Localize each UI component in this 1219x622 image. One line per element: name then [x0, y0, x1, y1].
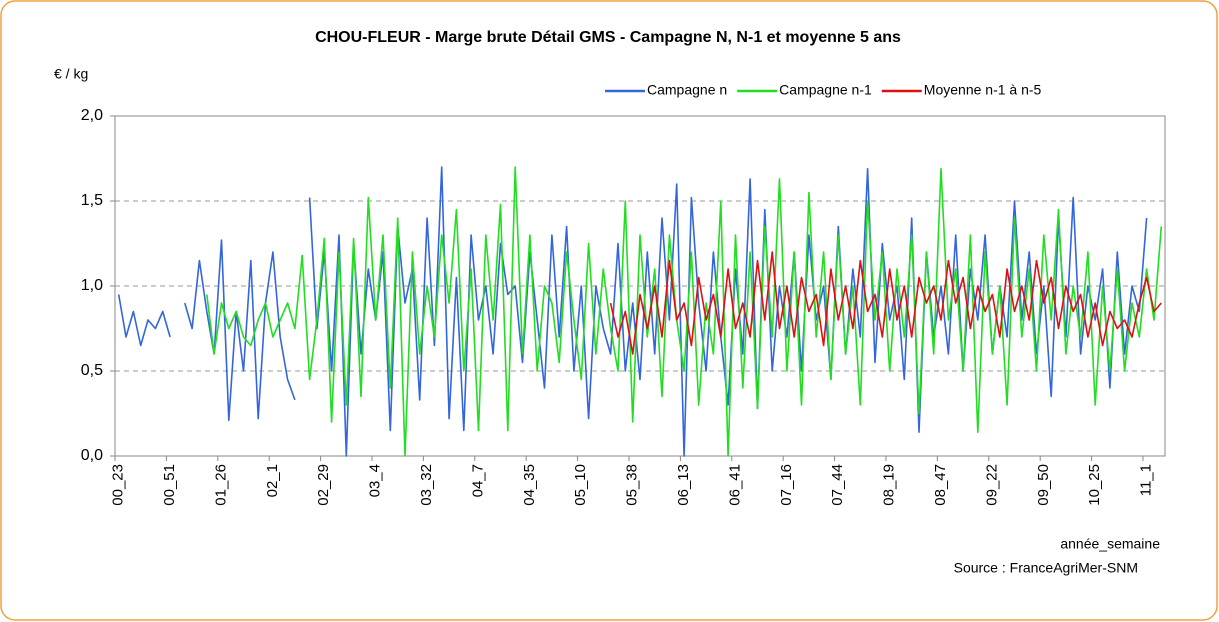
y-tick-label: 1,5	[81, 192, 103, 209]
x-tick-label: 01_26	[212, 464, 229, 506]
y-axis-label: € / kg	[54, 66, 88, 82]
legend-label: Campagne n	[647, 82, 727, 98]
series-line	[609, 251, 1162, 355]
y-tick-label: 1,0	[81, 277, 103, 294]
x-tick-label: 03_32	[418, 464, 435, 506]
y-tick-label: 2,0	[81, 107, 103, 124]
legend-label: Campagne n-1	[779, 82, 872, 98]
x-tick-label: 06_13	[675, 464, 692, 506]
x-tick-label: 04_35	[521, 464, 538, 506]
legend-label: Moyenne n-1 à n-5	[924, 82, 1042, 98]
x-axis-label: année_semaine	[1060, 536, 1160, 552]
y-tick-label: 0,0	[81, 447, 103, 464]
x-tick-label: 07_16	[778, 464, 795, 506]
x-tick-label: 09_50	[1035, 464, 1052, 506]
x-tick-label: 08_47	[932, 464, 949, 506]
source: Source : FranceAgriMer-SNM	[954, 560, 1138, 576]
series-line	[206, 166, 1163, 457]
x-tick-label: 10_25	[1086, 464, 1103, 506]
x-tick-label: 00_23	[110, 464, 127, 506]
x-tick-label: 03_4	[367, 464, 384, 497]
x-tick-label: 04_7	[469, 464, 486, 497]
x-tick-label: 00_51	[161, 464, 178, 506]
x-tick-label: 11_1	[1138, 464, 1155, 496]
y-tick-label: 0,5	[81, 362, 103, 379]
x-tick-label: 06_41	[726, 464, 743, 506]
x-tick-label: 02_1	[264, 464, 281, 497]
x-tick-label: 08_19	[881, 464, 898, 506]
x-tick-label: 05_10	[572, 464, 589, 506]
x-tick-label: 09_22	[983, 464, 1000, 506]
chart-title: CHOU-FLEUR - Marge brute Détail GMS - Ca…	[315, 29, 901, 46]
series-line	[117, 166, 1148, 457]
x-tick-label: 02_29	[315, 464, 332, 506]
x-tick-label: 07_44	[829, 464, 846, 506]
x-tick-label: 05_38	[624, 464, 641, 506]
